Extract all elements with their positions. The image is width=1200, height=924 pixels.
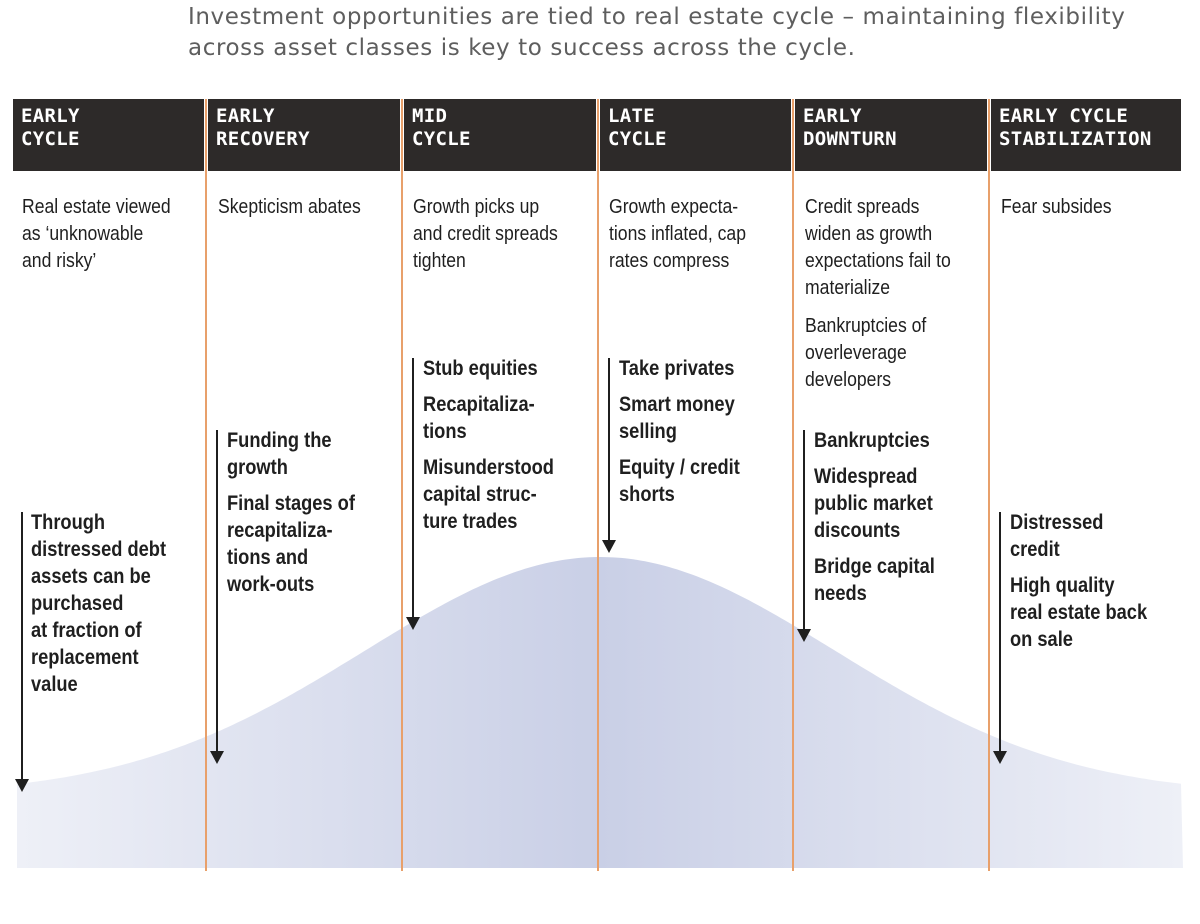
phase-description: Bankruptcies of overleverage developers [805, 315, 927, 391]
phase-opportunities-early-recovery: Funding the growth Final stages of recap… [227, 427, 355, 607]
phase-divider [597, 99, 599, 871]
phase-description: Real estate viewed as ‘unknowable and ri… [22, 196, 171, 272]
phase-opportunities-early-cycle: Through distressed debt assets can be pu… [31, 509, 166, 707]
phase-description: Fear subsides [1001, 196, 1112, 218]
arrow-down-icon [602, 540, 616, 553]
arrow-down-icon [210, 751, 224, 764]
opportunity-item: Distressed credit [1010, 511, 1104, 561]
arrow-down-icon [993, 751, 1007, 764]
phase-header-early-recovery: EARLY RECOVERY [208, 99, 400, 171]
timeline-arrow [21, 512, 23, 780]
opportunity-item: Equity / credit shorts [619, 456, 740, 506]
page-title: Investment opportunities are tied to rea… [188, 4, 1126, 61]
phase-header-late-cycle: LATE CYCLE [600, 99, 791, 171]
opportunity-item: Widespread public market discounts [814, 465, 933, 542]
phase-description: Skepticism abates [218, 196, 361, 218]
opportunity-item: Bridge capital needs [814, 555, 935, 605]
timeline-arrow [999, 512, 1001, 752]
timeline-arrow [412, 358, 414, 618]
opportunity-item: Misunderstood capital struc- ture trades [423, 456, 554, 533]
opportunity-item: Through distressed debt assets can be pu… [31, 511, 167, 696]
opportunity-item: Funding the growth [227, 429, 332, 479]
phase-header-early-downturn: EARLY DOWNTURN [795, 99, 987, 171]
timeline-arrow [803, 430, 805, 630]
phase-header-early-cycle-stabilization: EARLY CYCLE STABILIZATION [991, 99, 1181, 171]
arrow-down-icon [797, 629, 811, 642]
arrow-down-icon [406, 617, 420, 630]
timeline-arrow [216, 430, 218, 752]
phase-opportunities-early-downturn: Bankruptcies Widespread public market di… [814, 427, 935, 616]
phase-description: Growth picks up and credit spreads tight… [413, 196, 558, 272]
opportunity-item: Stub equities [423, 357, 538, 380]
phase-description: Growth expecta- tions inflated, cap rate… [609, 196, 746, 272]
phase-divider [401, 99, 403, 871]
cycle-curve-area [17, 557, 1183, 868]
phase-opportunities-mid-cycle: Stub equities Recapitaliza- tions Misund… [423, 355, 554, 544]
opportunity-item: High quality real estate back on sale [1010, 574, 1148, 651]
opportunity-item: Take privates [619, 357, 735, 380]
opportunity-item: Final stages of recapitaliza- tions and … [227, 492, 355, 596]
phase-divider [792, 99, 794, 871]
phase-opportunities-early-cycle-stabilization: Distressed credit High quality real esta… [1010, 509, 1147, 662]
phase-header-early-cycle: EARLY CYCLE [13, 99, 204, 171]
phase-description: Credit spreads widen as growth expectati… [805, 196, 951, 299]
phase-opportunities-late-cycle: Take privates Smart money selling Equity… [619, 355, 740, 517]
arrow-down-icon [15, 779, 29, 792]
opportunity-item: Smart money selling [619, 393, 735, 443]
opportunity-item: Bankruptcies [814, 429, 930, 452]
phase-header-mid-cycle: MID CYCLE [404, 99, 596, 171]
phase-divider [988, 99, 990, 871]
timeline-arrow [608, 358, 610, 541]
opportunity-item: Recapitaliza- tions [423, 393, 535, 443]
phase-divider [205, 99, 207, 871]
